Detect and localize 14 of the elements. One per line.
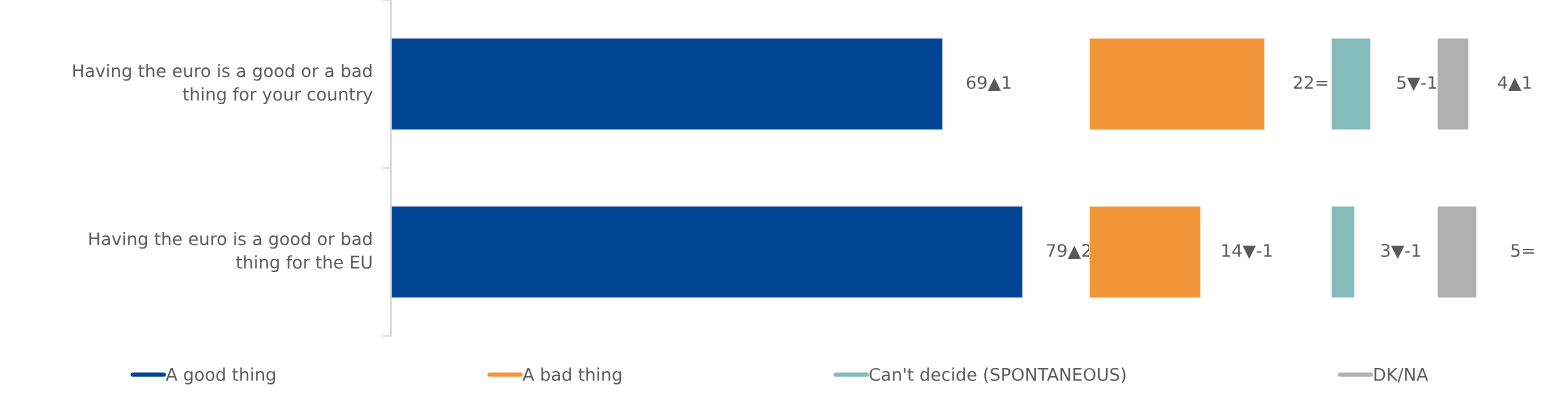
data-label: 22= — [1293, 75, 1328, 89]
data-label: 3▼-1 — [1381, 243, 1421, 259]
legend-label: A bad thing — [522, 367, 622, 385]
legend-label: DK/NA — [1374, 368, 1429, 383]
data-label: 4▲1 — [1497, 76, 1531, 91]
data-label: 5= — [1511, 244, 1534, 258]
legend-label: A good thing — [165, 367, 275, 385]
y-tick-label: Having the euro is a good or bad thing for the EU — [89, 231, 372, 273]
legend-label: Can't decide (SPONTANEOUS) — [869, 367, 1126, 384]
data-label: 69▲1 — [966, 75, 1011, 91]
data-label: 5▼-1 — [1397, 76, 1437, 91]
data-label: 79▲2 — [1047, 243, 1091, 259]
data-label: 14▼-1 — [1222, 244, 1272, 259]
y-tick-label: Having the euro is a good or a bad thing for your country — [73, 63, 373, 105]
